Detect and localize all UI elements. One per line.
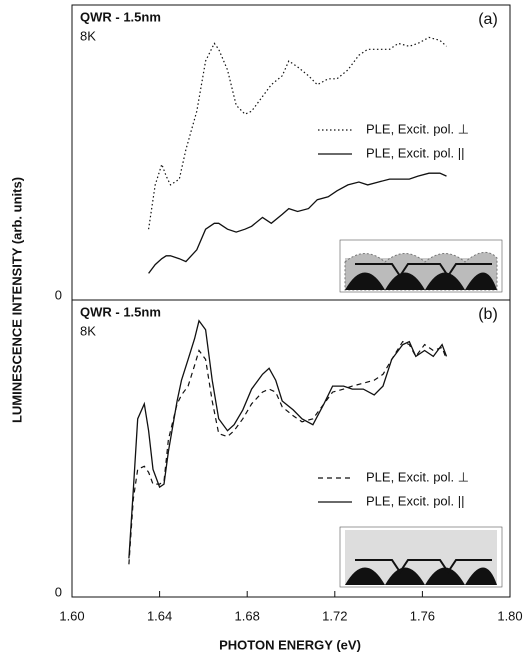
y-tick-label: 0: [55, 287, 62, 302]
x-axis-label: PHOTON ENERGY (eV): [219, 637, 361, 652]
legend-label: PLE, Excit. pol. ⊥: [366, 469, 469, 484]
inset-a: [339, 239, 503, 293]
data-line: [148, 36, 447, 230]
data-line: [148, 172, 447, 274]
data-line: [128, 319, 448, 559]
panel-frame: [71, 299, 511, 598]
x-tick-label: 1.76: [410, 608, 435, 623]
inset-b: [339, 526, 503, 588]
x-tick-label: 1.80: [497, 608, 522, 623]
x-tick-label: 1.64: [147, 608, 172, 623]
panel-label: (b): [478, 306, 498, 323]
legend-label: PLE, Excit. pol. ⊥: [366, 121, 469, 136]
x-tick-label: 1.72: [322, 608, 347, 623]
panel-title: QWR - 1.5nm: [80, 304, 161, 319]
panel-label: (a): [478, 11, 498, 28]
panel-subtitle: 8K: [80, 28, 96, 43]
panel-title: QWR - 1.5nm: [80, 9, 161, 24]
x-tick-label: 1.68: [235, 608, 260, 623]
panel-subtitle: 8K: [80, 323, 96, 338]
y-axis-label: LUMINESCENCE INTENSITY (arb. units): [9, 177, 24, 423]
legend-label: PLE, Excit. pol. ||: [366, 493, 465, 508]
legend-label: PLE, Excit. pol. ||: [366, 145, 465, 160]
x-tick-label: 1.60: [59, 608, 84, 623]
y-tick-label: 0: [55, 584, 62, 599]
